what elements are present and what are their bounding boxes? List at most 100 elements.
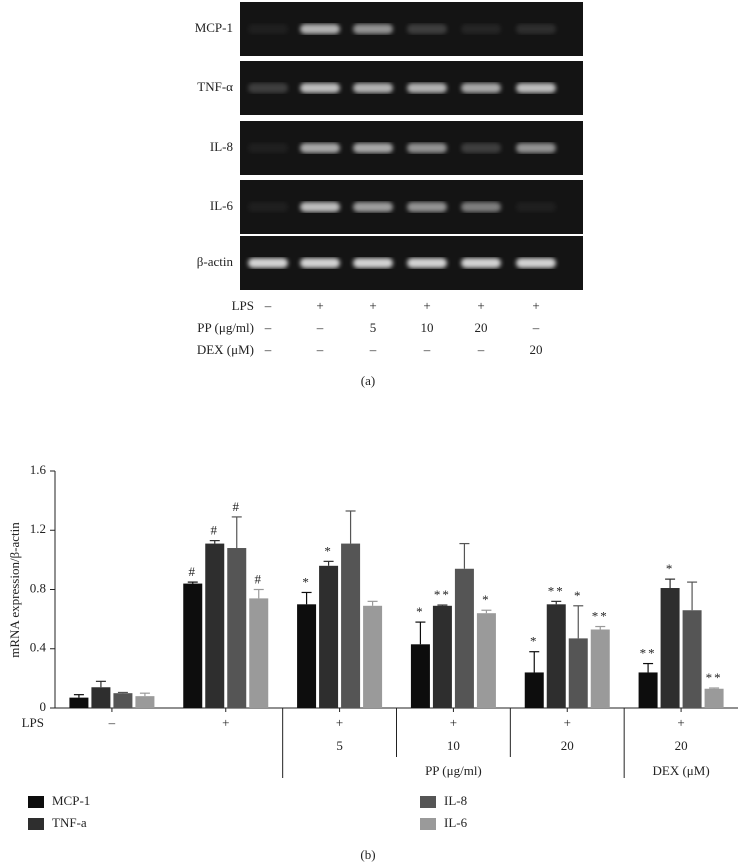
category-axis-label: LPS: [22, 715, 44, 730]
condition-value: 20: [530, 342, 543, 357]
bar: [341, 543, 361, 708]
significance-label: *: [302, 574, 311, 589]
gel-band: [353, 83, 393, 93]
bar: [69, 697, 89, 708]
significance-label: *: [416, 604, 425, 619]
condition-value: –: [264, 320, 272, 335]
gel-row-label: TNF-α: [197, 79, 233, 94]
bar: [660, 588, 680, 708]
condition-value: +: [316, 298, 323, 313]
bar: [249, 598, 269, 708]
gel-band: [516, 83, 556, 93]
dose-label: 20: [675, 738, 688, 753]
condition-label: LPS: [232, 298, 254, 313]
dose-label: 20: [561, 738, 574, 753]
legend-label: IL-8: [444, 793, 467, 808]
gel-band: [353, 258, 393, 268]
condition-value: 20: [475, 320, 488, 335]
significance-label: *: [324, 543, 333, 558]
bar: [363, 605, 383, 708]
gel-row-label: IL-8: [210, 139, 233, 154]
condition-value: 5: [370, 320, 377, 335]
gel-band: [300, 143, 340, 153]
bar: [590, 629, 610, 708]
y-tick-label: 1.2: [30, 521, 46, 536]
condition-value: 10: [421, 320, 434, 335]
bar: [476, 613, 496, 708]
gel-band: [353, 24, 393, 34]
condition-value: –: [264, 342, 272, 357]
gel-row-label: IL-6: [210, 198, 234, 213]
condition-value: –: [423, 342, 431, 357]
gel-row-label: MCP-1: [195, 20, 233, 35]
x-tick-label: +: [677, 715, 684, 730]
group-label: PP (μg/ml): [425, 763, 482, 778]
bar: [91, 687, 111, 708]
gel-band: [516, 143, 556, 153]
gel-band: [248, 258, 288, 268]
bar: [297, 604, 317, 708]
gel-band: [300, 24, 340, 34]
bar: [546, 604, 566, 708]
significance-label: *: [482, 592, 491, 607]
legend-swatch: [28, 818, 44, 830]
condition-value: –: [264, 298, 272, 313]
bar: [410, 644, 430, 708]
panel-label: (b): [360, 847, 375, 862]
y-tick-label: 0: [40, 699, 47, 714]
x-tick-label: +: [450, 715, 457, 730]
bar: [135, 696, 155, 708]
significance-label: #: [211, 523, 220, 538]
bar: [227, 548, 247, 708]
significance-label: **: [592, 609, 609, 624]
gel-band: [516, 24, 556, 34]
bar: [524, 672, 544, 708]
significance-label: **: [706, 670, 723, 685]
x-tick-label: –: [108, 715, 116, 730]
bar: [454, 568, 474, 708]
condition-value: +: [532, 298, 539, 313]
significance-label: #: [255, 571, 264, 586]
condition-value: –: [477, 342, 485, 357]
bar: [432, 605, 452, 708]
condition-value: –: [532, 320, 540, 335]
condition-value: +: [423, 298, 430, 313]
significance-label: *: [530, 634, 539, 649]
significance-label: *: [574, 588, 583, 603]
legend-label: TNF-a: [52, 815, 87, 830]
dose-label: 10: [447, 738, 460, 753]
gel-band: [516, 202, 556, 212]
condition-value: –: [369, 342, 377, 357]
gel-band: [516, 258, 556, 268]
gel-band: [461, 143, 501, 153]
condition-value: –: [316, 342, 324, 357]
legend-label: MCP-1: [52, 793, 90, 808]
bar: [183, 583, 203, 708]
condition-label: DEX (μM): [197, 342, 254, 357]
y-axis-label: mRNA expression/β-actin: [7, 522, 22, 658]
bar: [205, 543, 225, 708]
bar: [704, 688, 724, 708]
significance-label: *: [666, 561, 675, 576]
gel-band: [248, 24, 288, 34]
bar: [568, 638, 588, 708]
legend-swatch: [28, 796, 44, 808]
significance-label: **: [548, 583, 565, 598]
gel-band: [353, 202, 393, 212]
y-tick-label: 0.8: [30, 580, 46, 595]
legend-label: IL-6: [444, 815, 468, 830]
condition-value: +: [477, 298, 484, 313]
legend-swatch: [420, 818, 436, 830]
x-tick-label: +: [336, 715, 343, 730]
significance-label: #: [189, 564, 198, 579]
gel-row-label: β-actin: [197, 254, 234, 269]
group-label: DEX (μM): [653, 763, 710, 778]
gel-band: [407, 143, 447, 153]
bar: [319, 565, 339, 708]
significance-label: **: [434, 587, 451, 602]
y-tick-label: 1.6: [30, 462, 47, 477]
x-tick-label: +: [564, 715, 571, 730]
gel-band: [248, 83, 288, 93]
